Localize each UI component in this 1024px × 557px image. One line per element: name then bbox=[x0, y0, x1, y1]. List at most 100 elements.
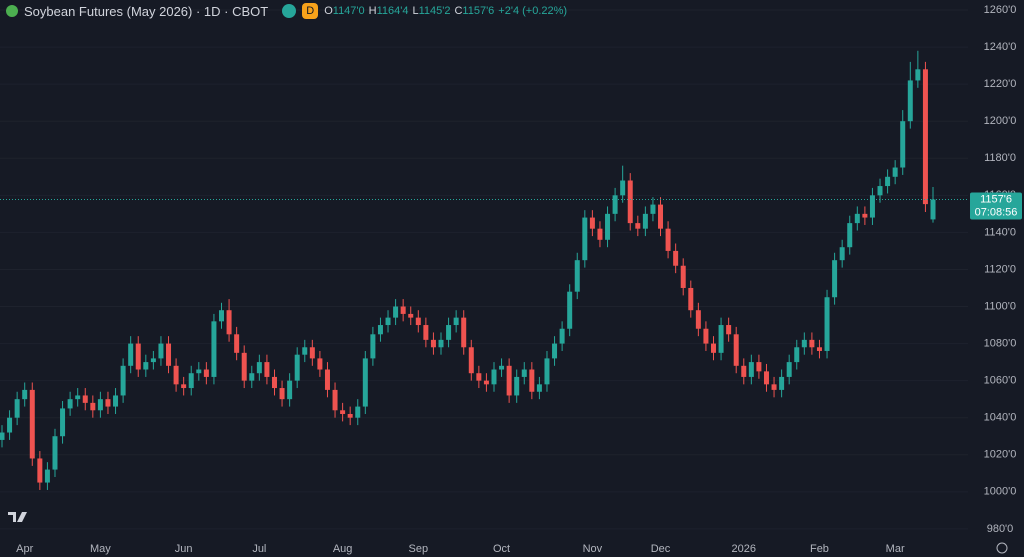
candle-body bbox=[393, 306, 399, 318]
last-price-label: 1157'6 bbox=[980, 193, 1012, 205]
x-tick-label: Mar bbox=[886, 543, 905, 555]
candle-body bbox=[597, 228, 603, 240]
ohlc-label: O bbox=[324, 5, 333, 17]
ohlc-value: 1164'4 bbox=[376, 5, 409, 17]
candle-body bbox=[22, 389, 28, 400]
x-tick-label: Oct bbox=[493, 543, 510, 555]
candle-body bbox=[29, 389, 35, 459]
candle-body bbox=[499, 365, 505, 370]
candle-body bbox=[748, 362, 754, 377]
y-tick-label: 1000'0 bbox=[984, 486, 1017, 498]
header: Soybean Futures (May 2026) · 1D · CBOT D… bbox=[6, 3, 567, 19]
ohlc-item: L1145'2 bbox=[412, 5, 454, 17]
candle-body bbox=[423, 325, 429, 340]
candle-body bbox=[120, 365, 126, 396]
candle-body bbox=[567, 291, 573, 329]
candle-body bbox=[188, 373, 194, 389]
candle-body bbox=[710, 343, 716, 353]
candle-body bbox=[642, 213, 648, 229]
candle-body bbox=[317, 358, 323, 370]
candle-body bbox=[446, 325, 452, 340]
y-tick-label: 1100'0 bbox=[984, 300, 1016, 312]
candle-body bbox=[514, 376, 520, 396]
candle-body bbox=[877, 186, 883, 196]
candle-body bbox=[605, 213, 611, 240]
ohlc-label: L bbox=[412, 5, 419, 17]
candle-body bbox=[915, 69, 921, 81]
candle-body bbox=[832, 260, 838, 298]
y-tick-label: 1140'0 bbox=[984, 226, 1016, 238]
candle-body bbox=[839, 247, 845, 261]
candle-body bbox=[256, 362, 262, 374]
candles bbox=[0, 50, 936, 490]
y-tick-label: 1060'0 bbox=[984, 375, 1017, 387]
candle-body bbox=[771, 384, 777, 390]
ohlc-value: 1147'0 bbox=[332, 5, 365, 17]
candle-body bbox=[786, 362, 792, 377]
candle-body bbox=[552, 343, 558, 359]
y-tick-label: 1040'0 bbox=[984, 412, 1017, 424]
candle-body bbox=[14, 399, 20, 418]
candle-body bbox=[521, 369, 527, 377]
candle-body bbox=[612, 195, 618, 214]
y-tick-label: 1240'0 bbox=[984, 41, 1017, 53]
countdown: 07:08:56 bbox=[975, 206, 1018, 218]
x-tick-label: Sep bbox=[409, 543, 429, 555]
candle-body bbox=[400, 306, 406, 314]
candle-body bbox=[355, 406, 361, 418]
candle-body bbox=[862, 213, 868, 218]
y-tick-label: 1200'0 bbox=[984, 115, 1017, 127]
candle-body bbox=[922, 69, 928, 205]
y-tick-label: 1180'0 bbox=[984, 152, 1016, 164]
grid bbox=[0, 9, 968, 530]
candle-body bbox=[673, 250, 679, 266]
candle-body bbox=[173, 365, 179, 385]
candle-body bbox=[718, 325, 724, 353]
settings-icon[interactable] bbox=[996, 542, 1008, 554]
candle-body bbox=[377, 325, 383, 335]
candle-body bbox=[385, 317, 391, 326]
candle-body bbox=[408, 313, 414, 318]
candle-body bbox=[90, 402, 96, 411]
x-tick-label: Nov bbox=[583, 543, 603, 555]
candle-body bbox=[536, 384, 542, 392]
candle-body bbox=[529, 369, 535, 392]
candle-body bbox=[688, 287, 694, 311]
candle-body bbox=[82, 395, 88, 403]
status-icon bbox=[282, 4, 297, 18]
y-tick-label: 1080'0 bbox=[984, 337, 1017, 349]
y-tick-label: 1020'0 bbox=[984, 449, 1017, 461]
x-tick-label: 2026 bbox=[732, 543, 756, 555]
candle-body bbox=[44, 469, 50, 483]
candle-body bbox=[506, 365, 512, 396]
ohlc-label: C bbox=[454, 5, 463, 17]
candle-body bbox=[589, 217, 595, 229]
candle-body bbox=[309, 347, 315, 359]
candle-body bbox=[52, 436, 58, 470]
candle-body bbox=[885, 176, 891, 187]
x-tick-label: Dec bbox=[651, 543, 671, 555]
candle-body bbox=[483, 380, 489, 385]
candle-body bbox=[287, 380, 293, 400]
candle-body bbox=[809, 339, 815, 348]
candle-body bbox=[347, 413, 353, 418]
candle-body bbox=[37, 458, 43, 483]
candle-body bbox=[97, 399, 103, 411]
candle-body bbox=[892, 167, 898, 177]
symbol-title[interactable]: Soybean Futures (May 2026) · 1D · CBOT bbox=[24, 3, 269, 19]
candle-body bbox=[166, 343, 172, 366]
candle-body bbox=[430, 339, 436, 348]
candle-body bbox=[453, 317, 459, 326]
candle-body bbox=[907, 80, 913, 122]
badge[interactable]: D bbox=[302, 3, 319, 19]
candle-body bbox=[824, 297, 830, 351]
candle-body bbox=[620, 180, 626, 196]
y-tick-label: 1220'0 bbox=[984, 78, 1017, 90]
candle-body bbox=[75, 395, 81, 400]
candle-body bbox=[559, 328, 565, 344]
candle-body bbox=[332, 389, 338, 411]
x-tick-label: Jul bbox=[252, 543, 266, 555]
candle-body bbox=[181, 384, 187, 389]
candle-body bbox=[67, 399, 73, 409]
